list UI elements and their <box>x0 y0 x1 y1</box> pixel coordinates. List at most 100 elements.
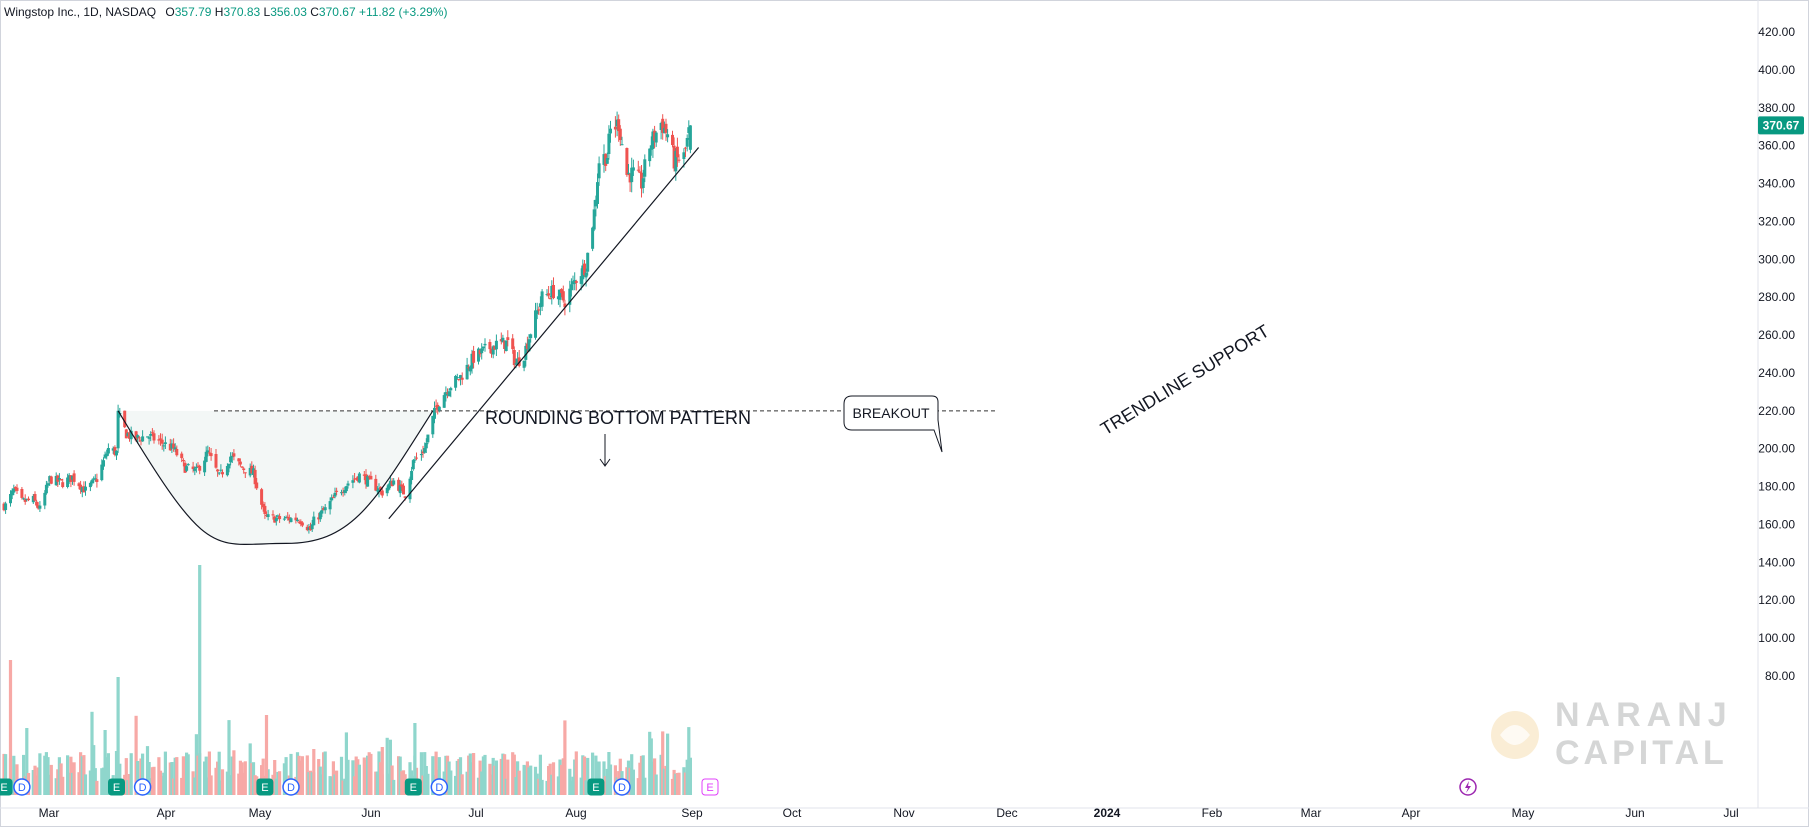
volume-bar <box>220 769 225 795</box>
candle-body <box>136 435 140 438</box>
candle-body <box>221 472 224 475</box>
volume-bar <box>685 759 689 795</box>
candle-body <box>15 487 19 491</box>
candle-body <box>237 458 241 462</box>
volume-bar <box>284 757 288 795</box>
volume-bar <box>186 754 190 795</box>
breakout-callout[interactable] <box>843 395 943 453</box>
earnings-marker[interactable] <box>404 778 422 796</box>
candle-body <box>535 310 539 314</box>
dividend-marker[interactable] <box>282 778 300 796</box>
candle-body <box>454 376 458 388</box>
volume-spike <box>413 723 417 795</box>
volume-bar <box>431 756 435 795</box>
earnings-marker[interactable] <box>256 778 274 796</box>
candle-body <box>13 487 17 489</box>
volume-bar <box>551 762 556 795</box>
volume-bar <box>320 774 324 795</box>
candle-body <box>467 367 471 369</box>
volume-bar <box>494 760 498 795</box>
dividend-marker[interactable] <box>613 778 631 796</box>
candle-body <box>527 339 531 352</box>
volume-bar <box>661 731 665 795</box>
candle-body <box>116 410 120 449</box>
volume-bar <box>49 764 53 795</box>
candle-body <box>163 442 167 444</box>
volume-bar <box>563 720 567 795</box>
dividend-marker[interactable] <box>13 778 31 796</box>
earnings-marker[interactable] <box>0 778 13 796</box>
volume-bar <box>134 715 138 795</box>
earnings-marker[interactable] <box>701 778 719 796</box>
volume-spike <box>198 565 202 795</box>
time-tick-label: Jun <box>361 806 380 820</box>
price-tick-label: 180.00 <box>1758 480 1795 494</box>
volume-bar <box>579 777 583 795</box>
candle-body <box>300 522 304 526</box>
volume-bar <box>48 774 52 795</box>
candle-body <box>351 480 355 483</box>
time-tick-label: Nov <box>893 806 914 820</box>
candle-body <box>380 490 384 496</box>
volume-bar <box>237 773 241 795</box>
candle-body <box>636 169 640 171</box>
volume-bar <box>550 774 554 795</box>
candle-body <box>289 518 293 522</box>
candle-body <box>2 503 6 511</box>
breakout-annotation: BREAKOUT <box>852 405 929 421</box>
candle-body <box>149 434 153 436</box>
candle-body <box>392 480 396 485</box>
candle-body <box>604 153 608 166</box>
volume-bar <box>191 771 195 795</box>
trendline-support[interactable] <box>388 147 700 520</box>
time-tick-label: Apr <box>1402 806 1421 820</box>
price-tick-label: 220.00 <box>1758 404 1795 418</box>
volume-bar <box>421 775 425 795</box>
volume-spike <box>264 715 269 795</box>
candle-body <box>627 172 630 174</box>
volume-bar <box>535 773 539 795</box>
volume-bar <box>297 755 301 795</box>
volume-bar <box>22 754 26 795</box>
candle-body <box>318 512 322 520</box>
volume-bar <box>308 770 313 795</box>
candle-body <box>335 490 339 492</box>
candle-body <box>260 489 264 505</box>
candle-body <box>584 272 588 278</box>
volume-bar <box>227 720 231 795</box>
candle-body <box>641 178 645 188</box>
earnings-marker[interactable] <box>108 778 125 796</box>
volume-bar <box>392 779 396 795</box>
rounding-bottom-curve[interactable] <box>117 410 434 545</box>
volume-bar <box>560 764 564 795</box>
volume-bar <box>229 775 233 795</box>
volume-bar <box>639 755 644 795</box>
earnings-marker[interactable] <box>587 778 605 796</box>
price-tick-label: 340.00 <box>1758 177 1795 191</box>
volume-bar <box>654 774 658 795</box>
time-tick-label: Mar <box>39 806 60 820</box>
candle-body <box>206 450 210 453</box>
volume-bar <box>468 753 472 795</box>
volume-bar <box>388 739 392 795</box>
volume-bar <box>648 731 652 795</box>
dividend-marker[interactable] <box>430 778 449 796</box>
candle-body <box>186 464 190 466</box>
volume-bar <box>385 737 389 795</box>
candle-body <box>677 159 681 161</box>
candle-body <box>369 475 373 480</box>
volume-bar <box>339 756 344 795</box>
candle-body <box>408 478 412 500</box>
time-tick-label: Aug <box>565 806 586 820</box>
volume-bar <box>454 775 458 795</box>
dividend-marker[interactable] <box>133 778 152 796</box>
volume-bar <box>95 780 99 795</box>
volume-bar <box>641 755 645 795</box>
candle-body <box>72 473 76 482</box>
candle-body <box>225 466 229 476</box>
candle-body <box>227 464 231 469</box>
candle-body <box>662 127 666 134</box>
candle-body <box>31 496 35 503</box>
